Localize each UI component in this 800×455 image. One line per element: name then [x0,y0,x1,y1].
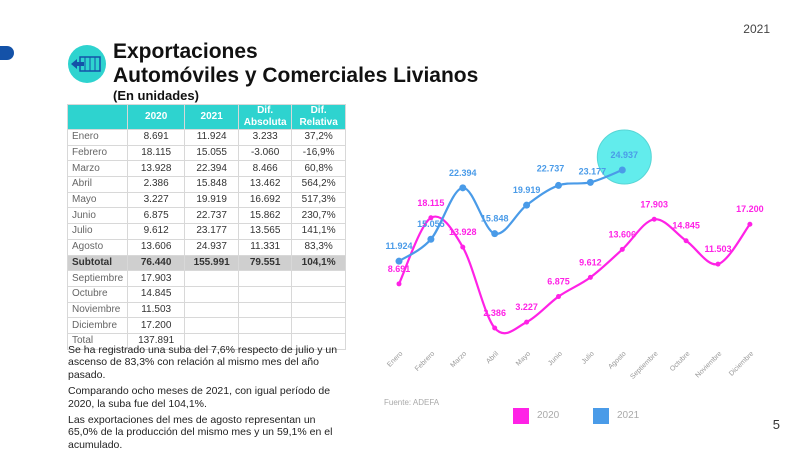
table-cell: 104,1% [291,254,347,272]
data-point-2020 [428,215,434,221]
x-tick-label: Octubre [669,350,692,373]
x-tick-label: Enero [386,350,404,368]
data-point-2021 [427,235,435,243]
x-tick-label: Abril [485,350,500,365]
data-point-2020 [683,238,689,244]
x-tick-label: Junio [547,350,564,367]
highlight-circle [596,129,652,185]
data-label-2021: 22.737 [537,163,565,173]
x-tick-label: Agosto [607,350,627,370]
data-point-2020 [556,294,561,300]
page-title-line2: Automóviles y Comerciales Livianos [113,64,479,87]
data-point-2020 [492,325,498,331]
x-tick-label: Noviembre [695,350,724,379]
table-cell: 79.551 [238,254,293,272]
data-label-2020: 9.612 [579,257,602,267]
data-label-2020: 13.606 [609,229,637,239]
data-label-2021: 22.394 [449,168,477,178]
series-line-2021 [398,168,623,263]
data-label-2020: 18.115 [417,198,444,208]
column-header: Dif. Relativa [291,104,347,130]
table-row: Octubre 14.845 [66,285,347,303]
data-label-2020: 11.503 [704,244,731,254]
table-header-row: 2020 2021 Dif. Absoluta Dif. Relativa [66,104,347,130]
x-tick-label: Julio [581,350,596,365]
table-row: Enero 8.691 11.924 3.233 37,2% [66,129,347,146]
data-label-2020: 13.928 [449,227,477,237]
data-label-2021: 23.177 [579,166,607,176]
data-label-2020: 8.691 [388,264,411,274]
legend-swatch-2021 [593,408,609,424]
x-tick-label: Febrero [414,350,436,372]
page-subtitle: (En unidades) [113,88,199,103]
data-point-2020 [396,281,402,287]
data-point-2021 [395,257,403,265]
legend-swatch-2020 [513,408,529,424]
data-point-2021 [618,166,626,174]
legend-label-2020: 2020 [537,410,560,421]
row-label: Total [66,332,129,350]
data-label-2020: 14.845 [672,221,700,231]
subtotal-row: Subtotal 76.440 155.991 79.551 104,1% [66,254,347,272]
data-point-2020 [651,216,657,222]
container-export-icon [68,45,106,83]
x-tick-label: Mayo [515,350,532,367]
note: Las exportaciones del mes de agosto repr… [68,414,333,451]
note: Comparando ocho meses de 2021, con igual… [68,385,331,410]
legend-label-2021: 2021 [617,410,640,421]
data-point-2021 [586,178,594,186]
side-tab-marker [0,46,14,60]
year-label: 2021 [743,22,770,36]
x-tick-label: Marzo [450,350,469,369]
data-point-2020 [619,246,625,252]
data-label-2021: 15.848 [481,214,509,224]
data-label-2021: 11.924 [385,241,412,251]
data-point-2021 [459,184,467,192]
data-label-2020: 2.386 [483,308,506,318]
data-label-2020: 17.903 [640,199,668,209]
x-tick-label: Diciembre [728,350,755,377]
column-header: 2020 [127,104,186,130]
table-row: Junio 6.875 22.737 15.862 230,7% [66,207,347,225]
notes: Se ha registrado una suba del 7,6% respe… [68,344,348,455]
data-label-2021: 15.055 [417,219,445,229]
table-cell [291,332,347,350]
data-point-2021 [523,201,531,209]
x-tick-label: Septiembre [629,350,659,380]
data-point-2020 [587,274,593,280]
total-row: Total 137.891 [66,332,347,350]
data-point-2020 [715,261,721,267]
column-header: Dif. Absoluta [238,104,293,130]
data-point-2021 [491,230,499,238]
page-title: Exportaciones [113,40,258,63]
data-point-2021 [555,181,562,189]
table-row: Febrero 18.115 15.055 -3.060 -16,9% [66,144,347,162]
exports-table: 2020 2021 Dif. Absoluta Dif. Relativa Enero… [66,104,347,350]
source-label: Fuente: ADEFA [384,398,440,407]
data-label-2021: 24.937 [611,150,639,160]
table-row: Abril 2.386 15.848 13.462 564,2% [66,176,347,193]
data-label-2020: 3.227 [515,302,538,312]
column-header: 2021 [184,104,240,130]
table-row: Noviembre 11.503 [66,301,347,319]
page-number: 5 [772,417,780,432]
table-row: Julio 9.612 23.177 13.565 141,1% [66,223,347,240]
data-point-2020 [460,244,466,250]
note: Se ha registrado una suba del 7,6% respe… [68,344,338,381]
data-point-2020 [524,319,530,325]
data-point-2020 [747,221,753,227]
table-cell: 76.440 [127,254,186,272]
data-label-2020: 17.200 [736,204,764,214]
data-label-2021: 19.919 [513,185,541,195]
data-label-2020: 6.875 [547,277,570,287]
column-header [66,104,129,130]
